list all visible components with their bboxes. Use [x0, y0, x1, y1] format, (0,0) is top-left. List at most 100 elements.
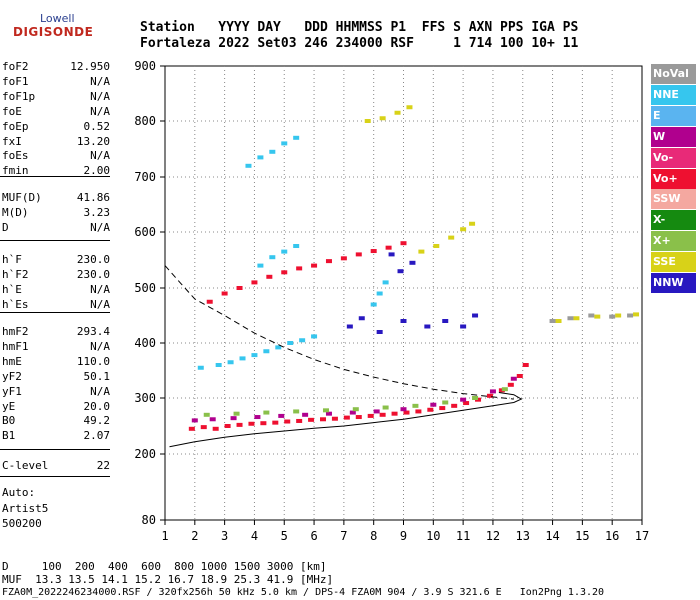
data-point-nnw: [376, 330, 383, 334]
x-tick-label: 15: [575, 529, 589, 543]
legend-item-sse: SSE: [651, 252, 696, 273]
data-point-x-: [233, 411, 240, 416]
x-tick-label: 17: [635, 529, 649, 543]
data-point-vo-: [296, 418, 303, 423]
y-tick-label: 80: [142, 513, 156, 527]
data-point-vo-: [221, 291, 228, 296]
param-name: foE: [2, 104, 22, 118]
data-point-sse: [615, 313, 622, 318]
param-name: foEs: [2, 149, 29, 163]
profile-solid-curve: [169, 392, 523, 448]
y-tick-label: 800: [134, 114, 156, 128]
data-point-sse: [555, 319, 562, 323]
param-row: foF1 N/A: [2, 75, 110, 89]
data-point-vo-: [331, 416, 338, 421]
param-value: N/A: [90, 104, 110, 118]
x-tick-label: 11: [456, 529, 470, 543]
data-point-nne: [299, 338, 306, 343]
param-name: foF1: [2, 74, 29, 88]
data-point-sse: [364, 119, 371, 123]
data-point-nne: [257, 155, 264, 160]
data-point-vo-: [403, 410, 410, 415]
param-value: 3.23: [83, 205, 111, 219]
data-point-vo-: [325, 259, 332, 264]
data-point-vo-: [385, 245, 392, 250]
y-tick-label: 900: [134, 59, 156, 73]
data-point-noval: [549, 319, 556, 323]
auto-label: Auto:: [2, 486, 36, 499]
param-value: 2.07: [83, 429, 111, 443]
data-point-x-: [263, 410, 270, 415]
param-name: foEp: [2, 119, 29, 133]
param-name: M(D): [2, 205, 29, 219]
param-value: 12.950: [70, 60, 110, 73]
muf-dashed-curve: [164, 265, 514, 400]
param-name: D: [2, 220, 9, 234]
param-row: hmF1 N/A: [2, 340, 110, 354]
data-point-vo-: [188, 426, 195, 431]
param-value: N/A: [90, 89, 110, 103]
data-point-vo-: [224, 424, 231, 428]
data-point-vo-: [379, 412, 386, 417]
param-row: foEs N/A: [2, 149, 110, 163]
x-tick-label: 10: [426, 529, 440, 543]
data-point-nne: [281, 141, 288, 146]
y-tick-label: 500: [134, 281, 156, 295]
data-point-vo-: [507, 382, 514, 387]
param-row: foE N/A: [2, 105, 110, 119]
data-point-sse: [418, 249, 425, 254]
data-point-w: [230, 416, 237, 421]
data-point-nnw: [409, 260, 416, 265]
data-point-nne: [263, 349, 270, 354]
data-point-x-: [382, 405, 389, 410]
param-name: hmE: [2, 354, 22, 368]
param-name: foF1p: [2, 89, 36, 103]
param-value: 2.00: [83, 164, 111, 178]
data-point-vo-: [284, 419, 291, 424]
param-value: N/A: [90, 384, 110, 398]
data-point-nne: [269, 149, 276, 154]
data-point-vo-: [486, 393, 493, 398]
data-point-w: [460, 397, 467, 402]
data-point-vo-: [340, 256, 347, 261]
y-tick-label: 700: [134, 170, 156, 184]
y-tick-label: 600: [134, 225, 156, 239]
data-point-nne: [197, 365, 204, 370]
data-point-sse: [379, 116, 386, 121]
data-point-vo-: [391, 411, 398, 416]
data-point-noval: [588, 313, 595, 318]
param-name: h`F: [2, 253, 22, 266]
param-row: fmin 2.00: [2, 164, 110, 178]
file-info-row: FZA0M_2022246234000.RSF / 320fx256h 50 k…: [2, 587, 605, 598]
data-point-vo-: [308, 417, 315, 422]
param-name: B1: [2, 429, 16, 443]
data-point-nne: [382, 280, 389, 285]
data-point-nnw: [388, 252, 395, 257]
data-point-nne: [376, 291, 383, 296]
param-name: h`F2: [2, 267, 29, 281]
data-point-vo-: [522, 363, 529, 367]
data-point-vo-: [206, 299, 213, 304]
param-separator: [0, 476, 110, 477]
param-row: C-level 22: [2, 459, 110, 473]
data-point-vo-: [343, 415, 350, 420]
param-name: h`Es: [2, 297, 29, 311]
y-tick-label: 400: [134, 336, 156, 350]
data-point-x-: [322, 408, 329, 413]
legend-item-vo-: Vo-: [651, 147, 696, 168]
data-point-w: [400, 407, 407, 412]
data-point-vo-: [370, 249, 377, 254]
data-point-vo-: [212, 426, 219, 431]
data-point-x-: [442, 400, 449, 405]
data-point-sse: [594, 314, 601, 319]
data-point-vo-: [248, 421, 255, 426]
data-point-nnw: [424, 324, 431, 329]
logo-lowell: Lowell: [40, 12, 75, 25]
legend-item-ssw: SSW: [651, 189, 696, 210]
data-point-x-: [412, 403, 419, 408]
data-point-nnw: [460, 324, 467, 329]
data-point-vo-: [260, 421, 267, 426]
param-value: 293.4: [76, 325, 110, 338]
legend-item-nnw: NNW: [651, 273, 696, 293]
data-point-vo-: [236, 422, 243, 427]
